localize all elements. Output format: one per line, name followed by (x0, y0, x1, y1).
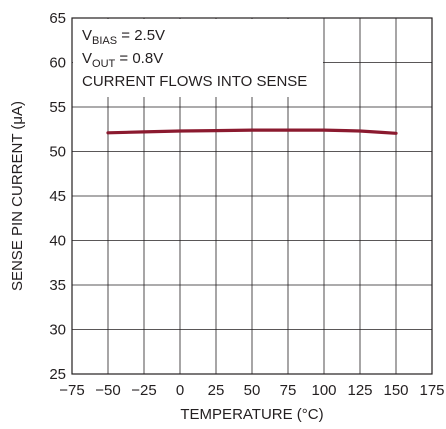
x-tick-label: 125 (347, 382, 372, 399)
series-layer (106, 128, 398, 135)
y-tick-label: 65 (49, 10, 66, 27)
y-tick-label: 50 (49, 144, 66, 161)
x-tick-label: −50 (95, 382, 120, 399)
y-tick-label: 55 (49, 99, 66, 116)
x-tick-labels: −75 −50 −25 0 25 50 75 100 125 150 175 (59, 382, 444, 399)
x-tick-label: 175 (419, 382, 444, 399)
x-tick-label: 25 (208, 382, 225, 399)
y-tick-label: 40 (49, 233, 66, 250)
annotation-line: CURRENT FLOWS INTO SENSE (82, 73, 307, 90)
x-tick-label: −75 (59, 382, 84, 399)
y-tick-label: 35 (49, 277, 66, 294)
x-tick-label: −25 (131, 382, 156, 399)
annotation-line: VBIAS = 2.5V (82, 27, 165, 47)
series-line (106, 128, 398, 135)
y-tick-labels: 25 30 35 40 45 50 55 60 65 (49, 10, 66, 383)
x-tick-label: 100 (311, 382, 336, 399)
x-tick-label: 75 (280, 382, 297, 399)
annotation-line: VOUT = 0.8V (82, 50, 163, 70)
plot-frame (71, 17, 433, 375)
annotation-block: VBIAS = 2.5V VOUT = 0.8V CURRENT FLOWS INT… (82, 27, 307, 90)
x-tick-label: 150 (383, 382, 408, 399)
y-tick-label: 45 (49, 188, 66, 205)
y-axis-title: SENSE PIN CURRENT (μA) (9, 101, 26, 291)
y-tick-label: 60 (49, 55, 66, 72)
y-tick-label: 25 (49, 366, 66, 383)
annotation-background (73, 19, 323, 97)
y-tick-label: 30 (49, 322, 66, 339)
x-tick-label: 50 (244, 382, 261, 399)
x-tick-label: 0 (176, 382, 184, 399)
x-axis-title: TEMPERATURE (°C) (180, 406, 323, 423)
